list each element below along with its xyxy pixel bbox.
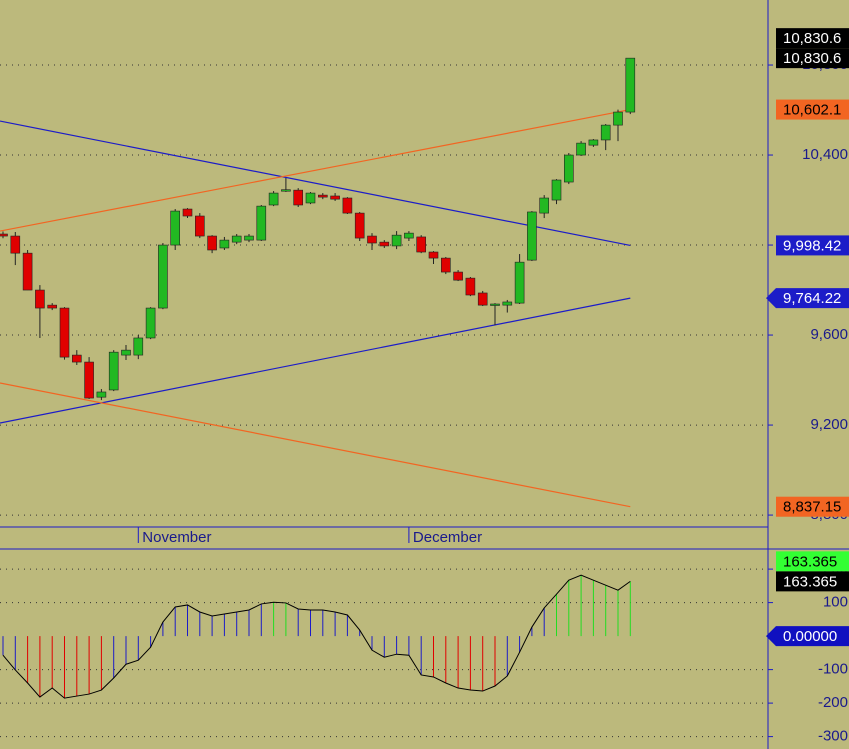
value-box <box>766 626 849 647</box>
candle-body <box>391 234 402 247</box>
candle-body <box>84 361 94 399</box>
x-tick-label: November <box>142 529 211 546</box>
candle-body <box>158 244 168 309</box>
y-tick-label: 9,200 <box>810 416 848 433</box>
trend-line <box>0 108 631 232</box>
value-box <box>776 571 849 592</box>
value-box <box>776 551 849 572</box>
osc-line <box>2 574 631 699</box>
candle-body <box>613 111 623 126</box>
candle-body <box>625 57 636 113</box>
candle-body <box>256 205 267 241</box>
candle-body <box>22 252 33 291</box>
value-box <box>766 288 849 309</box>
candle-body <box>219 239 230 249</box>
candle-body <box>551 179 562 201</box>
value-box <box>776 48 849 69</box>
candle-body <box>588 139 599 146</box>
y-tick-label: -200 <box>818 694 848 711</box>
value-box-label: 0.00000 <box>783 628 837 645</box>
candle-body <box>354 212 365 239</box>
value-box-label: 9,764.22 <box>783 290 841 307</box>
candle-body <box>47 304 58 309</box>
value-box <box>776 235 849 256</box>
candle-body <box>0 233 8 237</box>
candle-body <box>72 354 82 363</box>
candle-body <box>195 215 205 237</box>
y-tick-label: -100 <box>818 661 848 678</box>
value-box <box>776 99 849 120</box>
trend-line <box>0 120 631 246</box>
candle-body <box>539 197 550 214</box>
candle-body <box>490 303 500 306</box>
candle-body <box>440 257 451 273</box>
candle-body <box>59 307 70 358</box>
value-box <box>776 28 849 49</box>
candle-body <box>293 189 304 206</box>
candle-body <box>244 235 254 241</box>
candle-body <box>317 194 328 198</box>
candle-body <box>182 208 193 217</box>
candle-body <box>453 271 463 281</box>
value-box-label: 10,830.6 <box>783 50 841 67</box>
candle-body <box>96 391 107 398</box>
candle-body <box>477 292 488 306</box>
candle-body <box>133 337 144 356</box>
candle-body <box>428 251 439 259</box>
candle-body <box>268 192 279 206</box>
candle-body <box>305 192 316 204</box>
y-tick-label: 10,400 <box>802 146 848 163</box>
candle-body <box>502 301 513 306</box>
candle-body <box>342 197 353 214</box>
candle-body <box>207 235 217 251</box>
trend-line <box>0 297 631 424</box>
value-box-label: 8,837.15 <box>783 499 841 516</box>
x-tick-label: December <box>413 529 482 546</box>
candle-body <box>367 235 377 244</box>
candle-body <box>145 307 156 339</box>
value-box <box>776 496 849 517</box>
candle-body <box>108 351 119 391</box>
candle-body <box>170 210 180 246</box>
y-tick-label: -300 <box>818 728 848 745</box>
candle-body <box>404 232 414 239</box>
value-box-label: 163.365 <box>783 573 837 590</box>
candle-body <box>527 211 537 261</box>
candle-body <box>330 195 340 200</box>
value-box-label: 163.365 <box>783 553 837 570</box>
candle-body <box>416 236 427 253</box>
candle-body <box>563 154 574 183</box>
candle-body <box>281 189 291 192</box>
value-box-label: 10,602.1 <box>783 102 841 119</box>
candle-body <box>600 124 611 141</box>
y-tick-label: 9,600 <box>810 326 848 343</box>
candle-body <box>10 235 21 254</box>
candle-body <box>121 349 131 356</box>
candle-body <box>379 241 390 247</box>
candle-body <box>576 142 586 156</box>
candle-body <box>514 261 525 304</box>
y-tick-label: 100 <box>823 594 848 611</box>
candle-body <box>231 235 242 243</box>
trend-line <box>0 382 631 508</box>
value-box-label: 9,998.42 <box>783 237 841 254</box>
value-box-label: 10,830.6 <box>783 30 841 47</box>
candle-body <box>35 289 45 309</box>
candle-body <box>465 277 476 296</box>
